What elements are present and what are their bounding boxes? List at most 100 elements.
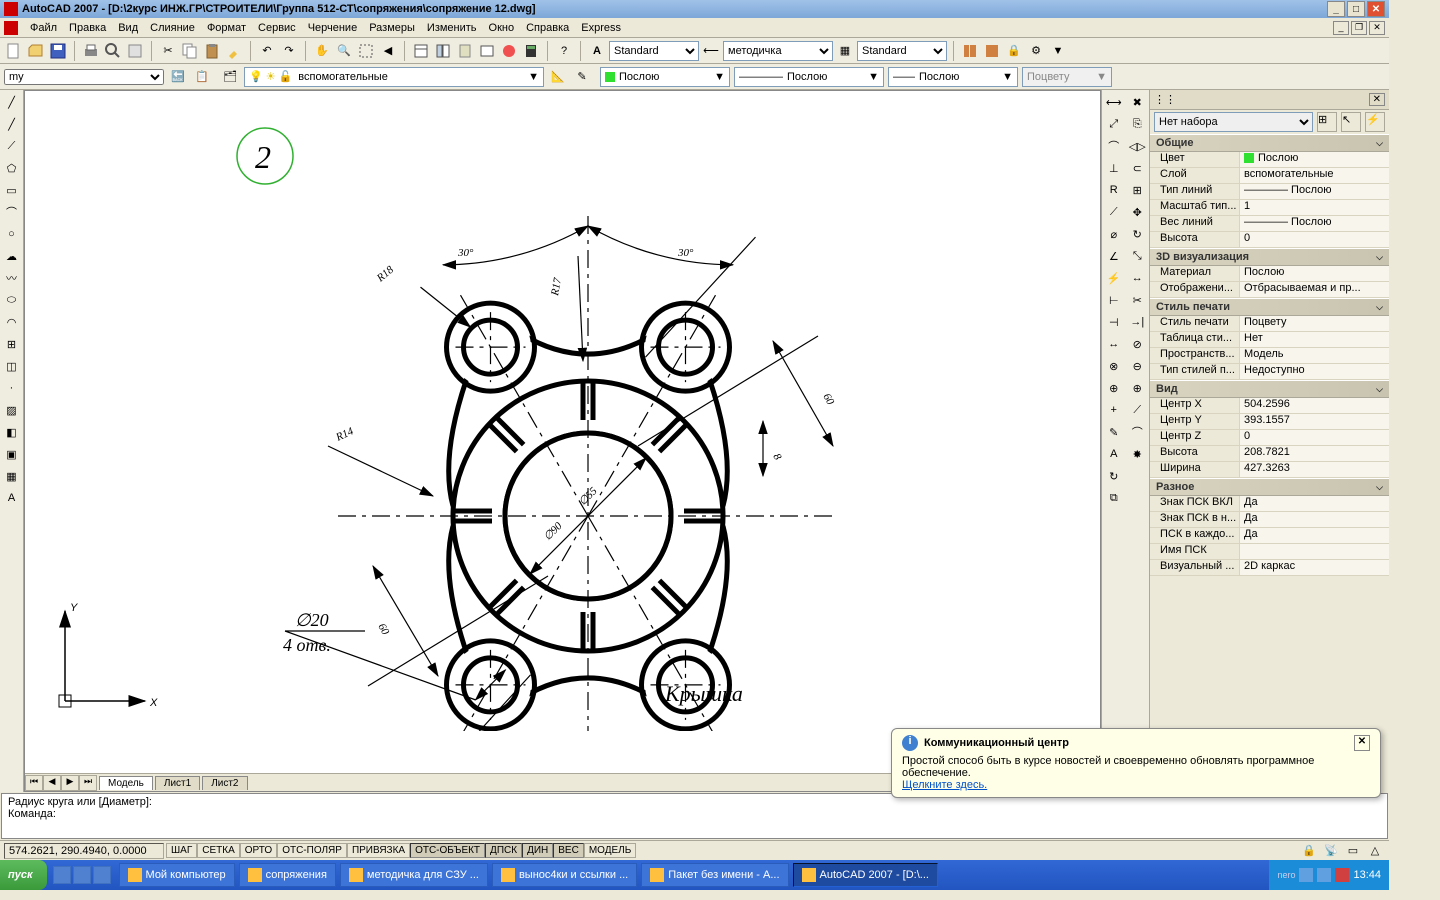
prop-row[interactable]: Ширина427.3263: [1150, 462, 1389, 478]
hatch-tool[interactable]: ▨: [2, 400, 22, 420]
prop-section-header[interactable]: Вид⌵: [1150, 380, 1389, 398]
dim-jogged-tool[interactable]: ⟋: [1104, 202, 1124, 222]
menu-edit[interactable]: Правка: [63, 20, 112, 36]
erase-tool[interactable]: ✖: [1127, 92, 1147, 112]
menu-dimension[interactable]: Размеры: [363, 20, 421, 36]
prop-row[interactable]: Высота0: [1150, 232, 1389, 248]
status-annotate-icon[interactable]: △: [1365, 841, 1385, 861]
toggle-pickadd-button[interactable]: ⊞: [1317, 112, 1337, 132]
status-toggle-ШАГ[interactable]: ШАГ: [166, 843, 197, 858]
layer-control[interactable]: 💡☀🔓 вспомогательные ▼: [244, 67, 544, 87]
preview-button[interactable]: [103, 41, 123, 61]
layer-prev-button[interactable]: 🔙: [168, 67, 188, 87]
save-button[interactable]: [48, 41, 68, 61]
center-mark-tool[interactable]: +: [1104, 400, 1124, 420]
chamfer-tool[interactable]: ⟋: [1127, 400, 1147, 420]
pan-button[interactable]: ✋: [312, 41, 332, 61]
color-control[interactable]: Послою▼: [600, 67, 730, 87]
make-block-tool[interactable]: ◫: [2, 356, 22, 376]
ws-save-button[interactable]: ▼: [1048, 41, 1068, 61]
workspace2-button[interactable]: [982, 41, 1002, 61]
panel-close-icon[interactable]: ✕: [1369, 93, 1385, 106]
rectangle-tool[interactable]: ▭: [2, 180, 22, 200]
tab-first-button[interactable]: ⏮: [25, 775, 43, 791]
revcloud-tool[interactable]: ☁: [2, 246, 22, 266]
dim-arc-tool[interactable]: ⌒: [1104, 136, 1124, 156]
tray-icon[interactable]: [1299, 868, 1313, 882]
undo-button[interactable]: ↶: [257, 41, 277, 61]
copy-button[interactable]: [180, 41, 200, 61]
polygon-tool[interactable]: ⬠: [2, 158, 22, 178]
tablestyle-select[interactable]: Standard: [857, 41, 947, 61]
drawing-canvas[interactable]: 30°30°R18R17R14∅55∅9060608∅204 отв.2Крыш…: [24, 90, 1101, 792]
markup-button[interactable]: [499, 41, 519, 61]
taskbar-button[interactable]: AutoCAD 2007 - [D:\...: [793, 863, 938, 887]
ws-settings-button[interactable]: ⚙: [1026, 41, 1046, 61]
ql-ie-icon[interactable]: [73, 866, 91, 884]
select-objects-button[interactable]: ↖: [1341, 112, 1361, 132]
tab-model[interactable]: Модель: [99, 776, 153, 790]
break-tool[interactable]: ⊖: [1127, 356, 1147, 376]
dim-diameter-tool[interactable]: ⌀: [1104, 224, 1124, 244]
tab-prev-button[interactable]: ◀: [43, 775, 61, 791]
coords-display[interactable]: 574.2621, 290.4940, 0.0000: [4, 843, 164, 859]
status-toggle-ВЕС[interactable]: ВЕС: [553, 843, 584, 858]
dim-quick-tool[interactable]: ⚡: [1104, 268, 1124, 288]
prop-row[interactable]: Визуальный ...2D каркас: [1150, 560, 1389, 576]
join-tool[interactable]: ⊕: [1127, 378, 1147, 398]
spline-tool[interactable]: 〰: [2, 268, 22, 288]
tab-last-button[interactable]: ⏭: [79, 775, 97, 791]
taskbar-button[interactable]: вынос4ки и ссылки ...: [492, 863, 637, 887]
prop-row[interactable]: ПСК в каждо...Да: [1150, 528, 1389, 544]
status-toggle-МОДЕЛЬ[interactable]: МОДЕЛЬ: [584, 843, 636, 858]
prop-row[interactable]: Знак ПСК ВКЛДа: [1150, 496, 1389, 512]
panel-grip-icon[interactable]: ⋮⋮: [1154, 93, 1176, 106]
taskbar-button[interactable]: Мой компьютер: [119, 863, 235, 887]
layer-make-button[interactable]: ✎: [572, 67, 592, 87]
prop-row[interactable]: МатериалПослою: [1150, 266, 1389, 282]
zoom-prev-button[interactable]: ◀: [378, 41, 398, 61]
tab-layout2[interactable]: Лист2: [202, 776, 247, 790]
dimstyle-select[interactable]: методичка: [723, 41, 833, 61]
trim-tool[interactable]: ✂: [1127, 290, 1147, 310]
pline-tool[interactable]: ⟋: [2, 136, 22, 156]
tray-icon[interactable]: [1335, 868, 1349, 882]
xline-tool[interactable]: ╱: [2, 114, 22, 134]
start-button[interactable]: пуск: [0, 860, 47, 890]
cut-button[interactable]: ✂: [158, 41, 178, 61]
prop-row[interactable]: Тип стилей п...Недоступно: [1150, 364, 1389, 380]
menu-file[interactable]: Файл: [24, 20, 63, 36]
status-toggle-ОРТО[interactable]: ОРТО: [240, 843, 277, 858]
workspace-button[interactable]: [960, 41, 980, 61]
prop-row[interactable]: Слойвспомогательные: [1150, 168, 1389, 184]
tolerance-tool[interactable]: ⊕: [1104, 378, 1124, 398]
prop-row[interactable]: Центр X504.2596: [1150, 398, 1389, 414]
prop-row[interactable]: Вес линий———— Послою: [1150, 216, 1389, 232]
prop-row[interactable]: Отображени...Отбрасываемая и пр...: [1150, 282, 1389, 298]
arc-tool[interactable]: ⌒: [2, 202, 22, 222]
prop-row[interactable]: Имя ПСК: [1150, 544, 1389, 560]
mdi-close-button[interactable]: ✕: [1369, 21, 1385, 35]
prop-row[interactable]: Высота208.7821: [1150, 446, 1389, 462]
layer-manager-button[interactable]: 🗂: [220, 67, 240, 87]
status-toggle-ОТС-ПОЛЯР[interactable]: ОТС-ПОЛЯР: [277, 843, 347, 858]
array-tool[interactable]: ⊞: [1127, 180, 1147, 200]
prop-row[interactable]: Пространств...Модель: [1150, 348, 1389, 364]
table-tool[interactable]: ▦: [2, 466, 22, 486]
dim-style-tool[interactable]: ⧉: [1104, 488, 1124, 508]
prop-row[interactable]: ЦветПослою: [1150, 152, 1389, 168]
line-tool[interactable]: ╱: [2, 92, 22, 112]
notif-link[interactable]: Щелкните здесь.: [902, 779, 987, 791]
menu-help[interactable]: Справка: [520, 20, 575, 36]
dim-break-tool[interactable]: ⊗: [1104, 356, 1124, 376]
calc-button[interactable]: [521, 41, 541, 61]
region-tool[interactable]: ▣: [2, 444, 22, 464]
rotate-tool[interactable]: ↻: [1127, 224, 1147, 244]
dim-baseline-tool[interactable]: ⊢: [1104, 290, 1124, 310]
zoom-window-button[interactable]: [356, 41, 376, 61]
mdi-minimize-button[interactable]: _: [1333, 21, 1349, 35]
layer-filter-select[interactable]: my: [4, 69, 164, 85]
prop-row[interactable]: Центр Z0: [1150, 430, 1389, 446]
copy-tool[interactable]: ⎘: [1127, 114, 1147, 134]
clock[interactable]: 13:44: [1353, 869, 1381, 881]
